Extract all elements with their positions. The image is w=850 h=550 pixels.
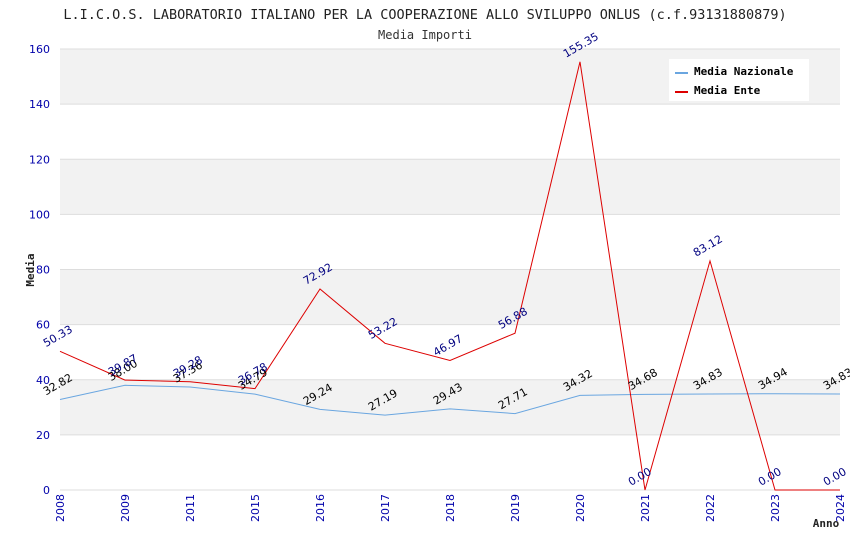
legend-box	[669, 59, 809, 101]
x-tick-label: 2019	[509, 494, 522, 522]
y-tick-label: 100	[29, 208, 50, 221]
data-label-media-ente: 0.00	[626, 465, 654, 489]
y-tick-label: 0	[43, 484, 50, 497]
legend: Media Nazionale Media Ente	[669, 59, 809, 101]
series-line-media-ente	[59, 61, 840, 491]
x-tick-label: 2024	[834, 494, 847, 522]
y-axis-ticks: 0 20 40 60 80 100 120 140 160	[29, 43, 50, 497]
series-lines	[59, 61, 841, 491]
x-tick-label: 2015	[249, 494, 262, 522]
series-line-media-nazionale	[59, 384, 841, 416]
y-tick-label: 20	[36, 429, 50, 442]
data-label-media-ente: 0.00	[756, 465, 784, 489]
y-tick-label: 160	[29, 43, 50, 56]
y-tick-label: 140	[29, 98, 50, 111]
legend-label-media-nazionale: Media Nazionale	[694, 65, 794, 78]
y-tick-label: 60	[36, 319, 50, 332]
y-axis-label: Media	[24, 253, 37, 286]
y-tick-label: 120	[29, 153, 50, 166]
chart-subtitle: Media Importi	[378, 28, 472, 42]
x-axis-label: Anno	[813, 517, 840, 530]
legend-label-media-ente: Media Ente	[694, 84, 761, 97]
plot-band	[60, 159, 840, 215]
x-tick-label: 2020	[574, 494, 587, 522]
x-tick-label: 2011	[184, 494, 197, 522]
x-tick-label: 2018	[444, 494, 457, 522]
x-tick-label: 2022	[704, 494, 717, 522]
y-tick-label: 40	[36, 374, 50, 387]
chart-title: L.I.C.O.S. LABORATORIO ITALIANO PER LA C…	[63, 7, 786, 23]
plot-band	[60, 269, 840, 325]
data-label-media-ente: 46.97	[431, 332, 465, 359]
x-tick-label: 2009	[119, 494, 132, 522]
grid-lines	[60, 48, 840, 491]
x-tick-label: 2023	[769, 494, 782, 522]
y-tick-label: 80	[36, 264, 50, 277]
x-tick-label: 2008	[54, 494, 67, 522]
x-tick-label: 2017	[379, 494, 392, 522]
plot-band	[60, 379, 840, 435]
x-tick-label: 2021	[639, 494, 652, 522]
x-tick-label: 2016	[314, 494, 327, 522]
x-axis-ticks: 2008 2009 2011 2015 2016 2017 2018 2019 2020 2021…	[54, 494, 847, 522]
data-label-media-ente: 83.12	[691, 232, 725, 259]
data-label-media-ente: 0.00	[821, 465, 849, 489]
plot-bands	[60, 49, 840, 435]
